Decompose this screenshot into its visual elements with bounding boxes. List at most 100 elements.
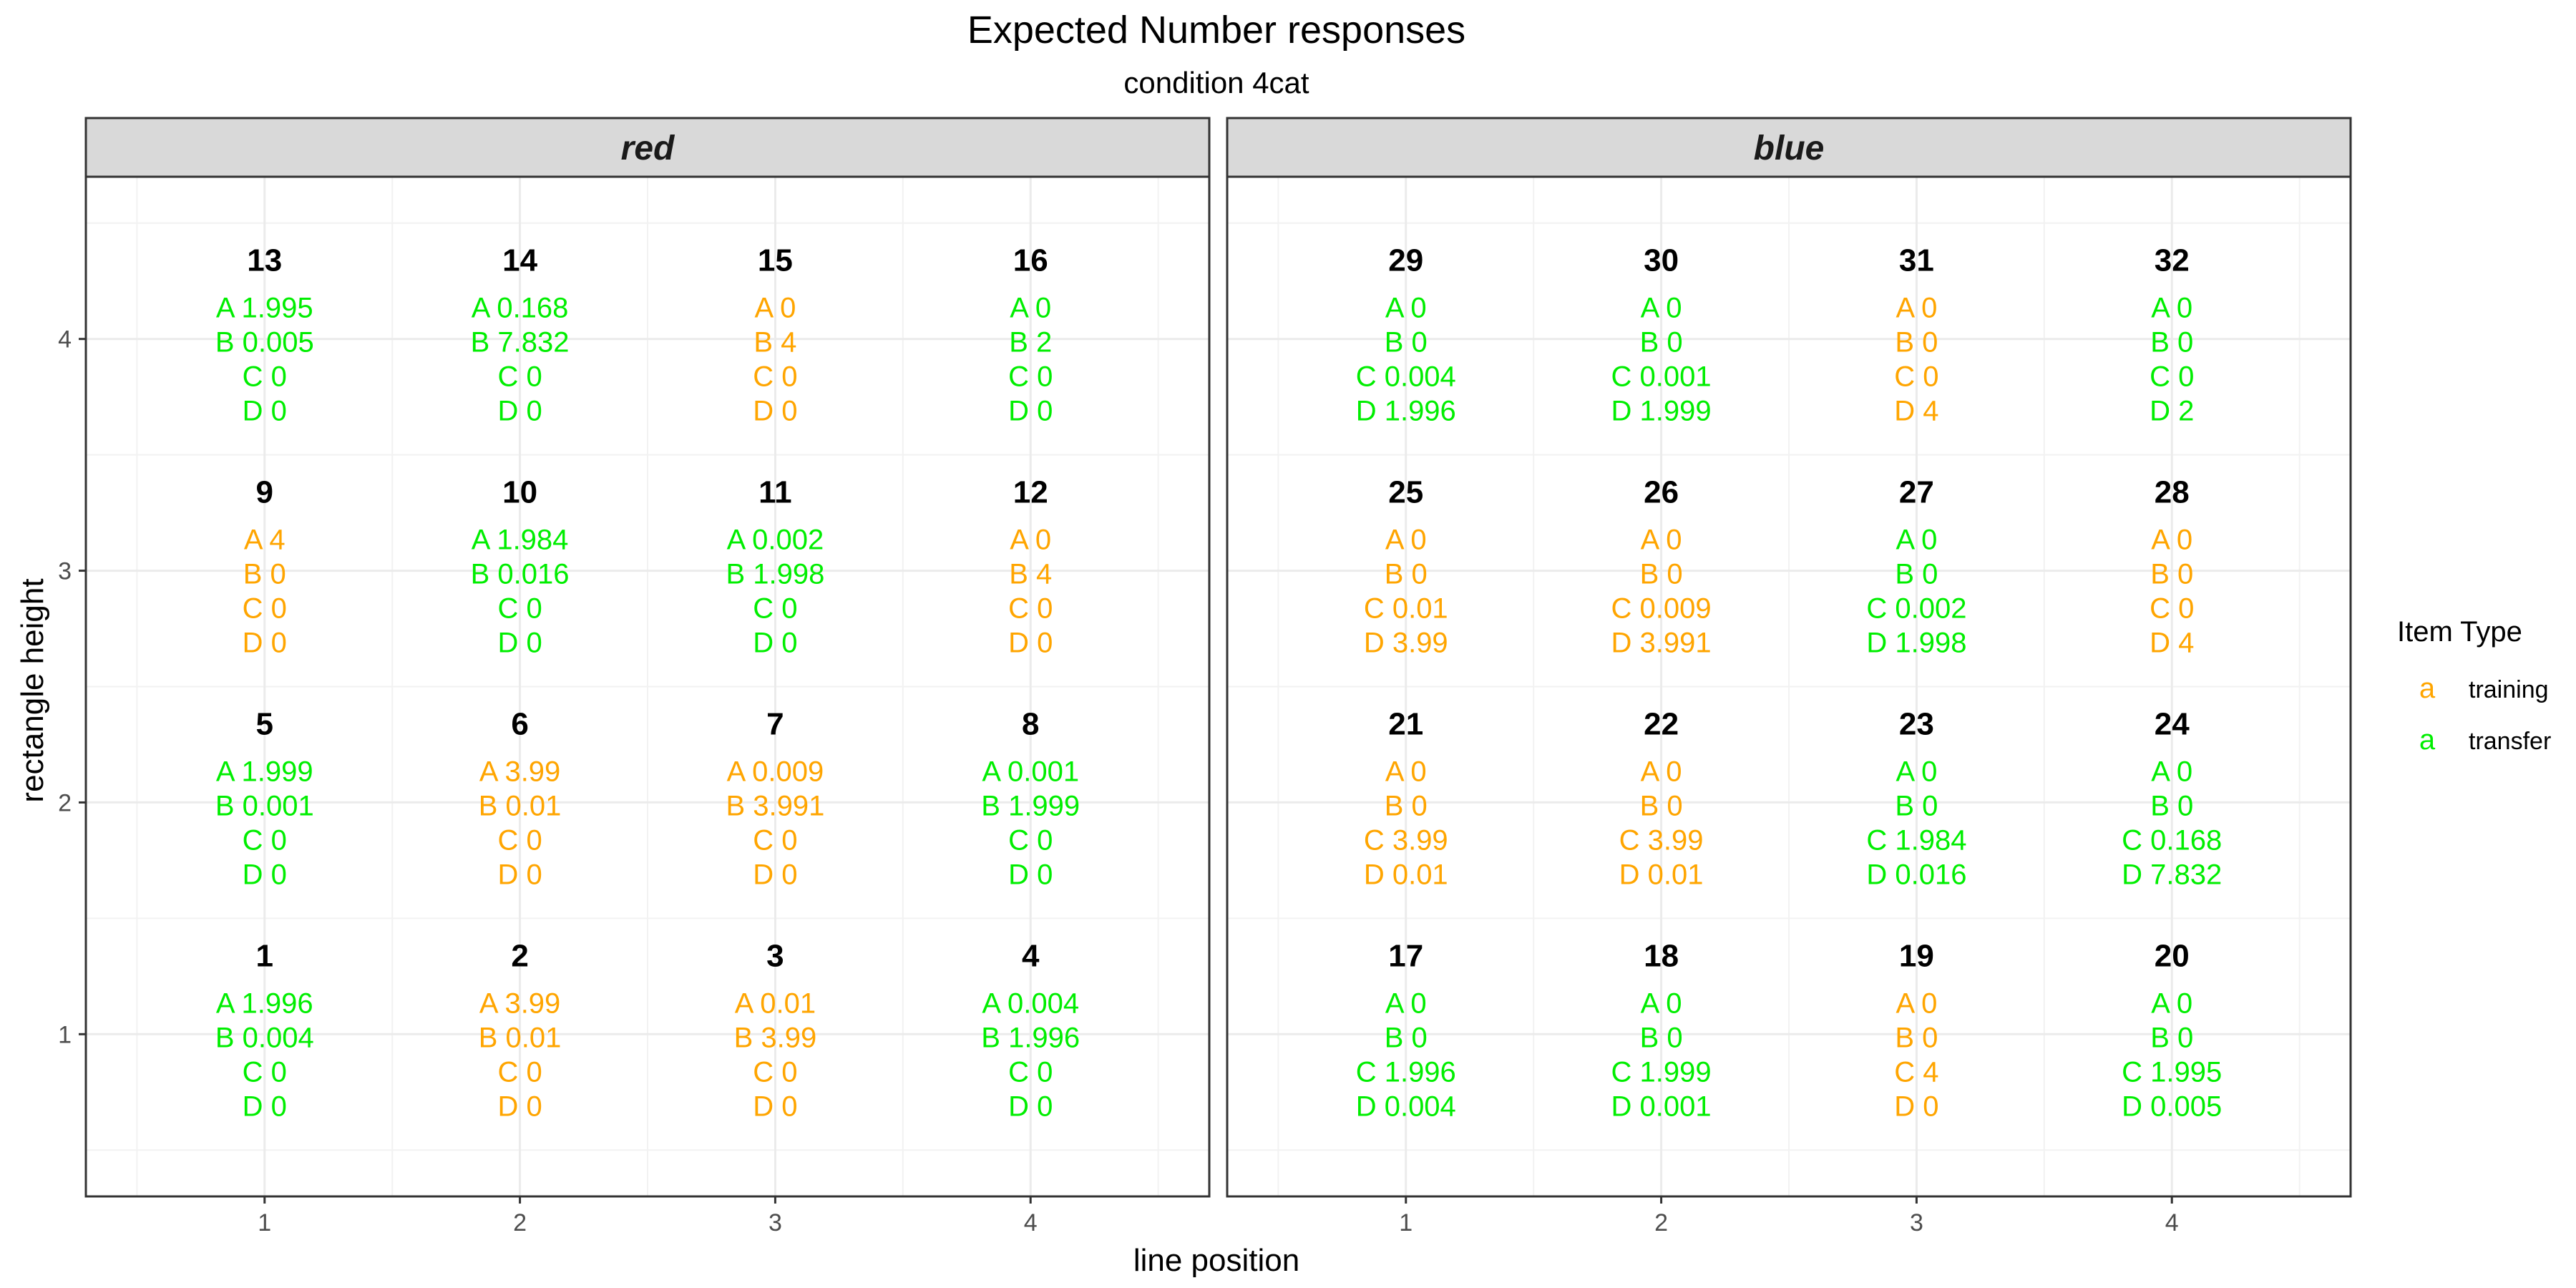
cell-value-line: A 0.009 bbox=[727, 756, 824, 787]
cell-id-label: 4 bbox=[1022, 938, 1040, 973]
cell-id-label: 31 bbox=[1899, 243, 1934, 278]
cell-value-line: B 0 bbox=[1895, 559, 1938, 590]
cell-value-line: A 3.99 bbox=[479, 756, 560, 787]
cell-value-line: B 0 bbox=[1895, 1022, 1938, 1053]
legend-label: training bbox=[2469, 676, 2549, 703]
cell-value-line: C 0 bbox=[497, 824, 542, 856]
y-tick-label: 4 bbox=[58, 326, 72, 353]
cell-id-label: 11 bbox=[758, 475, 792, 510]
cell-id-label: 20 bbox=[2155, 938, 2190, 973]
legend-item-training: a training bbox=[2419, 673, 2549, 704]
cell-value-line: A 0 bbox=[2151, 756, 2192, 787]
cell-21: 21 A 0B 0C 3.99D 0.01 bbox=[1364, 706, 1448, 890]
cell-value-line: D 0.016 bbox=[1866, 859, 1966, 890]
cell-value-line: C 0 bbox=[2150, 361, 2194, 393]
cell-value-line: A 1.996 bbox=[216, 987, 313, 1019]
cell-value-line: A 0 bbox=[2151, 525, 2192, 556]
cell-id-label: 22 bbox=[1644, 706, 1679, 741]
cell-value-line: D 0 bbox=[753, 859, 797, 890]
cell-value-line: C 0 bbox=[497, 1056, 542, 1088]
cell-value-line: A 0.001 bbox=[982, 756, 1079, 787]
cell-value-line: A 1.984 bbox=[472, 525, 569, 556]
x-tick-label: 2 bbox=[1654, 1209, 1668, 1236]
cell-value-line: A 0 bbox=[1010, 525, 1051, 556]
cell-id-label: 30 bbox=[1644, 243, 1679, 278]
cell-value-line: D 7.832 bbox=[2122, 859, 2222, 890]
cell-id-label: 15 bbox=[758, 243, 793, 278]
cell-value-line: B 1.996 bbox=[981, 1022, 1080, 1053]
cell-value-line: C 0 bbox=[753, 361, 797, 393]
cell-value-line: B 0 bbox=[1385, 790, 1428, 821]
cell-value-line: D 4 bbox=[2150, 628, 2194, 659]
legend-title: Item Type bbox=[2397, 616, 2522, 648]
cell-id-label: 1 bbox=[256, 938, 273, 973]
cell-id-label: 28 bbox=[2155, 475, 2190, 510]
cell-value-line: D 0 bbox=[1008, 396, 1053, 427]
cell-28: 28 A 0B 0C 0D 4 bbox=[2150, 475, 2194, 659]
cell-value-line: A 0.168 bbox=[472, 293, 569, 324]
cell-value-line: A 0 bbox=[1385, 987, 1427, 1019]
cell-value-line: B 3.99 bbox=[734, 1022, 817, 1053]
cell-value-line: C 0 bbox=[243, 593, 287, 625]
cell-id-label: 17 bbox=[1388, 938, 1423, 973]
cell-value-line: C 0 bbox=[243, 824, 287, 856]
cell-value-line: C 4 bbox=[1894, 1056, 1938, 1088]
cell-id-label: 3 bbox=[766, 938, 784, 973]
cell-value-line: D 0 bbox=[243, 628, 287, 659]
cell-value-line: A 0 bbox=[1641, 987, 1682, 1019]
cell-value-line: A 0 bbox=[1385, 525, 1427, 556]
cell-id-label: 18 bbox=[1644, 938, 1679, 973]
cell-value-line: A 0 bbox=[1896, 293, 1937, 324]
cell-value-line: A 0.002 bbox=[727, 525, 824, 556]
cell-value-line: A 0 bbox=[1896, 525, 1937, 556]
cell-value-line: D 0.005 bbox=[2122, 1091, 2222, 1122]
cell-id-label: 6 bbox=[511, 706, 528, 741]
cell-31: 31 A 0B 0C 0D 4 bbox=[1894, 243, 1938, 427]
cell-id-label: 9 bbox=[256, 475, 273, 510]
cell-value-line: D 0 bbox=[1008, 859, 1053, 890]
strip-label-red: red bbox=[621, 130, 675, 167]
cell-16: 16 A 0B 2C 0D 0 bbox=[1008, 243, 1053, 427]
cell-value-line: C 0.01 bbox=[1364, 593, 1448, 625]
cell-22: 22 A 0B 0C 3.99D 0.01 bbox=[1619, 706, 1704, 890]
y-tick-label: 2 bbox=[58, 789, 72, 816]
cell-value-line: D 0 bbox=[497, 1091, 542, 1122]
cell-value-line: D 0.004 bbox=[1356, 1091, 1456, 1122]
cell-value-line: B 0 bbox=[1385, 559, 1428, 590]
cell-value-line: D 0 bbox=[497, 628, 542, 659]
cell-id-label: 23 bbox=[1899, 706, 1934, 741]
cell-value-line: B 0 bbox=[1640, 1022, 1683, 1053]
panel-border bbox=[1226, 175, 2352, 1198]
cell-value-line: C 0.002 bbox=[1866, 593, 1966, 625]
cell-id-label: 7 bbox=[766, 706, 784, 741]
cell-id-label: 25 bbox=[1388, 475, 1423, 510]
cell-value-line: D 0 bbox=[243, 396, 287, 427]
cell-id-label: 29 bbox=[1388, 243, 1423, 278]
cell-value-line: B 0.01 bbox=[479, 790, 562, 821]
cell-value-line: B 0 bbox=[1640, 327, 1683, 358]
strip-background bbox=[1226, 117, 2352, 178]
cell-value-line: B 7.832 bbox=[471, 327, 570, 358]
cell-12: 12 A 0B 4C 0D 0 bbox=[1008, 475, 1053, 659]
cell-6: 6 A 3.99B 0.01C 0D 0 bbox=[479, 706, 562, 890]
cell-value-line: D 3.991 bbox=[1611, 628, 1712, 659]
cell-value-line: C 1.996 bbox=[1356, 1056, 1456, 1088]
cell-id-label: 27 bbox=[1899, 475, 1934, 510]
cell-value-line: B 0 bbox=[2150, 327, 2193, 358]
cell-value-line: B 0.016 bbox=[471, 559, 570, 590]
cell-19: 19 A 0B 0C 4D 0 bbox=[1894, 938, 1938, 1122]
cell-value-line: D 0 bbox=[753, 628, 797, 659]
strip-label-blue: blue bbox=[1754, 130, 1825, 167]
cell-id-label: 21 bbox=[1388, 706, 1423, 741]
x-tick-label: 1 bbox=[258, 1209, 271, 1236]
cell-value-line: A 3.99 bbox=[479, 987, 560, 1019]
cell-id-label: 13 bbox=[247, 243, 282, 278]
